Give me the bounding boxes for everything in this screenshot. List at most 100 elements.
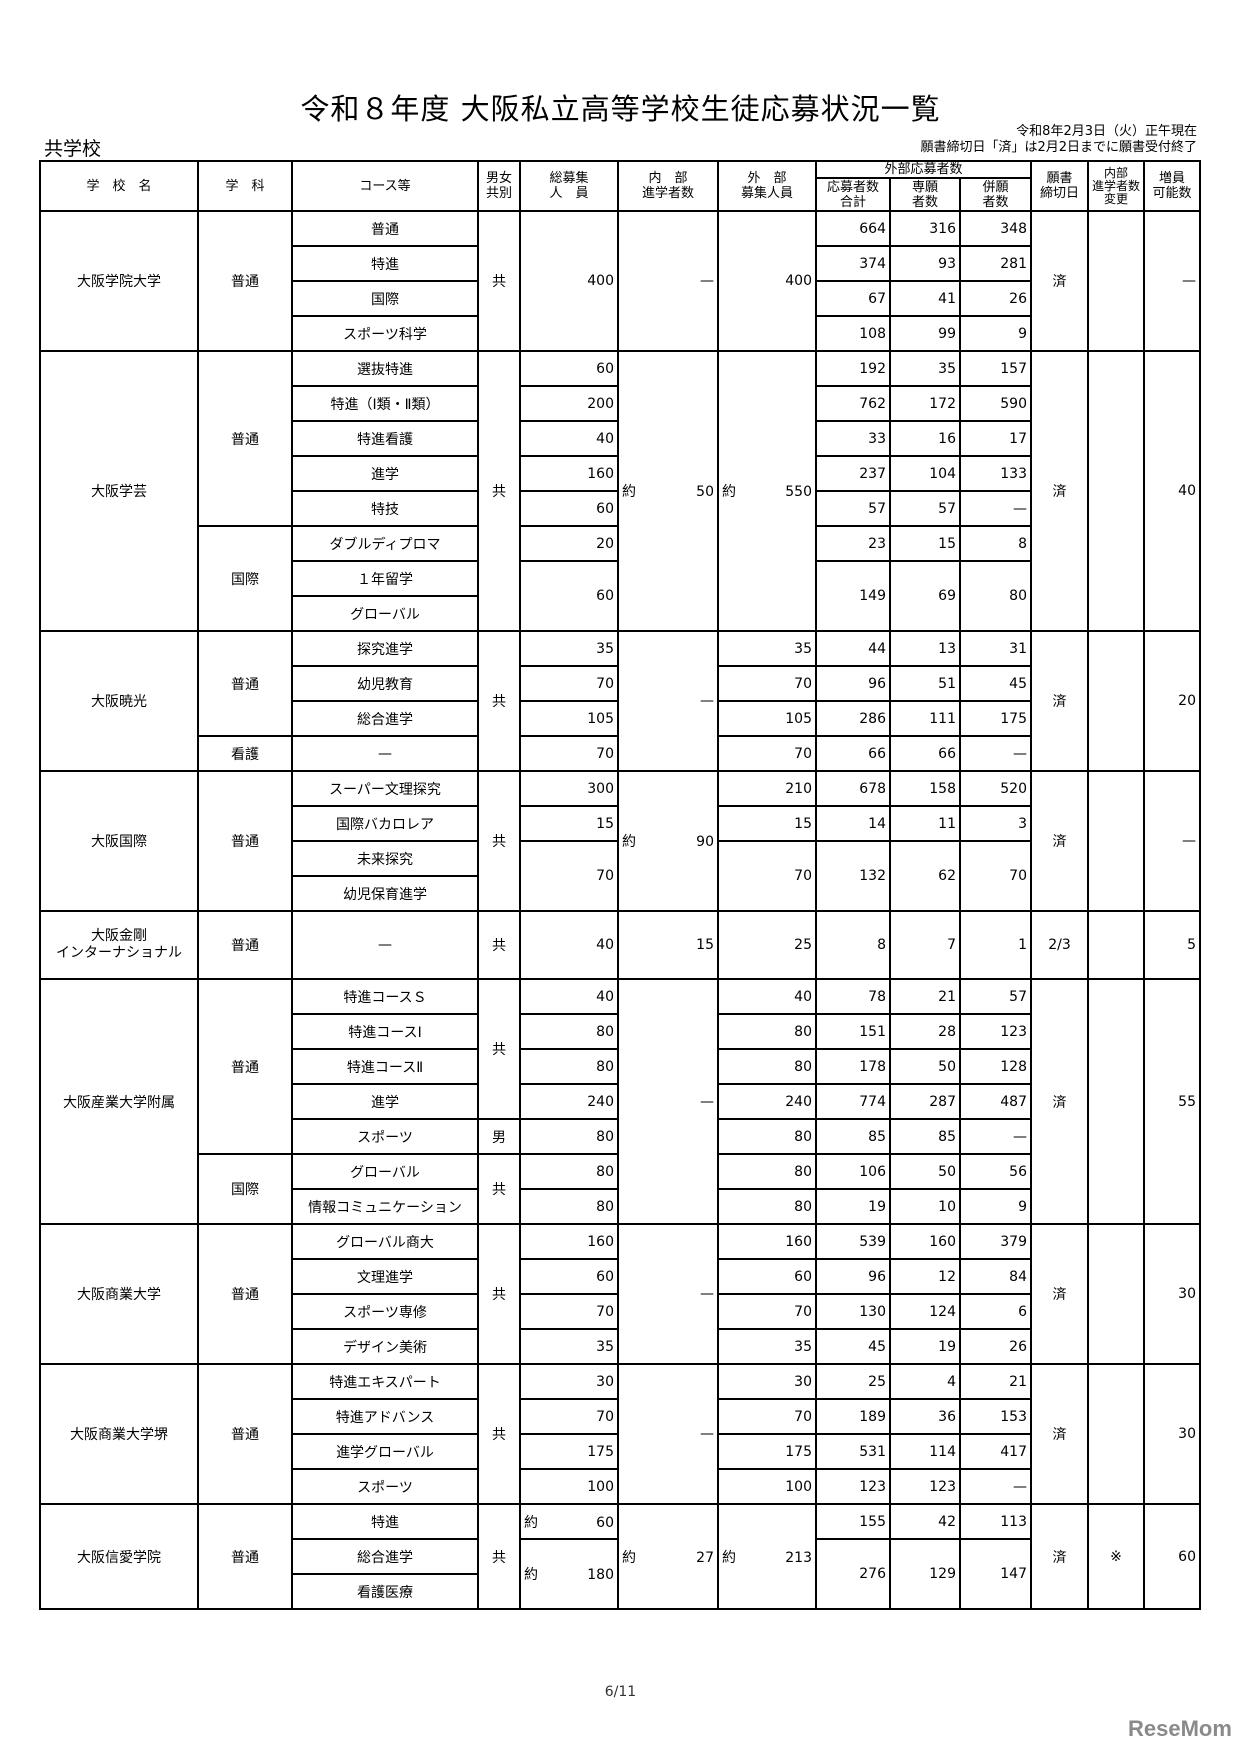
applicants-multi-cell: —: [959, 1468, 1032, 1505]
total-capacity-cell: 300: [519, 770, 619, 807]
table-row: 特進（Ⅰ類・Ⅱ類） 200 762 172 590: [40, 385, 1200, 422]
course-cell: 探究進学: [291, 630, 479, 667]
course-cell: 幼児教育: [291, 665, 479, 702]
applicants-total-cell: 374: [815, 245, 891, 282]
table-row: 進学 240 240 774 287 487: [40, 1083, 1200, 1120]
school-name-cell: 大阪学院大学: [39, 210, 199, 352]
applicants-single-cell: 42: [889, 1503, 961, 1540]
applicants-single-cell: 51: [889, 665, 961, 702]
applicants-single-cell: 13: [889, 630, 961, 667]
applicants-single-cell: 28: [889, 1013, 961, 1050]
deadline-cell: 済: [1030, 770, 1089, 912]
table-row: 進学グローバル 175 175 531 114 417: [40, 1433, 1200, 1470]
applicants-multi-cell: 17: [959, 420, 1032, 457]
external-capacity-cell: 60: [717, 1258, 817, 1295]
course-cell: —: [291, 910, 479, 980]
school-name-cell: 大阪産業大学附属: [39, 978, 199, 1225]
applicants-multi-cell: 379: [959, 1223, 1032, 1260]
applicants-total-cell: 78: [815, 978, 891, 1015]
total-capacity-cell: 80: [519, 1013, 619, 1050]
course-cell: グローバル: [291, 1153, 479, 1190]
course-cell: デザイン美術: [291, 1328, 479, 1365]
external-capacity-cell: 約 550: [717, 350, 817, 632]
school-name-cell: 大阪学芸: [39, 350, 199, 632]
external-capacity-cell: 80: [717, 1153, 817, 1190]
deadline-note: 願書締切日「済」は2月2日までに願書受付終了: [920, 140, 1197, 155]
gender-cell: 共: [477, 1363, 521, 1505]
table-row: 国際 ダブルディプロマ 20 23 15 8: [40, 525, 1200, 632]
applicants-total-cell: 762: [815, 385, 891, 422]
applicants-total-cell: 237: [815, 455, 891, 492]
total-capacity-cell: 60: [519, 560, 619, 632]
external-capacity-cell: 40: [717, 978, 817, 1015]
course-cell: 特進コースＳ: [291, 978, 479, 1015]
applicants-total-cell: 276: [815, 1538, 891, 1610]
gender-cell: 共: [477, 630, 521, 772]
applicants-single-cell: 19: [889, 1328, 961, 1365]
applicants-single-cell: 62: [889, 840, 961, 912]
applicants-single-cell: 12: [889, 1258, 961, 1295]
applicants-single-cell: 50: [889, 1153, 961, 1190]
dept-cell: 看護: [197, 735, 293, 772]
applicants-multi-cell: 123: [959, 1013, 1032, 1050]
internal-change-cell: [1087, 910, 1145, 980]
internal-change-cell: [1087, 210, 1145, 352]
table-row: 総合進学 約 180 276 129 147: [40, 1538, 1200, 1610]
applicants-single-cell: 11: [889, 805, 961, 842]
applicants-single-cell: 57: [889, 490, 961, 527]
course-cell: グローバル商大: [291, 1223, 479, 1260]
external-capacity-cell: 15: [717, 805, 817, 842]
table-row: 特技 60 57 57—: [40, 490, 1200, 527]
applicants-multi-cell: 133: [959, 455, 1032, 492]
total-capacity-cell: 15: [519, 805, 619, 842]
header-dept: 学 科: [197, 160, 293, 212]
dept-cell: 国際: [197, 1153, 293, 1225]
external-capacity-cell: 400: [717, 210, 817, 352]
course-cell: グローバル: [291, 595, 479, 632]
applicants-single-cell: 158: [889, 770, 961, 807]
total-capacity-cell: 160: [519, 455, 619, 492]
applicants-single-cell: 15: [889, 525, 961, 562]
dept-cell: 普通: [197, 1363, 293, 1505]
gender-cell: 共: [477, 1223, 521, 1365]
total-capacity-cell: 40: [519, 910, 619, 980]
total-capacity-cell: 35: [519, 1328, 619, 1365]
applicants-total-cell: 108: [815, 315, 891, 352]
internal-change-cell: ※: [1087, 1503, 1145, 1610]
header-internal-change: 内部 進学者数 変更: [1087, 160, 1145, 212]
course-cell: 特進エキスパート: [291, 1363, 479, 1400]
gender-cell: 共: [477, 978, 521, 1120]
school-name-cell: 大阪商業大学堺: [39, 1363, 199, 1505]
course-cell: 国際: [291, 280, 479, 317]
applicants-total-cell: 189: [815, 1398, 891, 1435]
resemom-logo: ReseMom: [1128, 1716, 1232, 1741]
applicants-total-cell: 664: [815, 210, 891, 247]
table-row: 幼児教育 70 70 96 51 45: [40, 665, 1200, 702]
course-cell: 特進コースⅡ: [291, 1048, 479, 1085]
table-row: 大阪学芸 普通 選抜特進共 60 約 50 約 550 192 35 157 済 40: [39, 350, 1201, 632]
total-capacity-cell: 80: [519, 1153, 619, 1190]
header-gender: 男女 共別: [477, 160, 521, 212]
external-capacity-cell: 70: [717, 665, 817, 702]
applicants-total-cell: 178: [815, 1048, 891, 1085]
table-row: 大阪国際 普通 スーパー文理探究共 300 約 90 210 678 158 520 済 —: [39, 770, 1201, 912]
applicants-single-cell: 114: [889, 1433, 961, 1470]
internal-cell: —: [617, 210, 719, 352]
header-applicants-group: 外部応募者数: [815, 160, 1032, 179]
increase-cell: 55: [1143, 978, 1201, 1225]
header-total: 総募集 人 員: [519, 160, 619, 212]
total-capacity-cell: 20: [519, 525, 619, 562]
course-cell: 看護医療: [291, 1573, 479, 1610]
applicants-multi-cell: 113: [959, 1503, 1032, 1540]
external-capacity-cell: 約 213: [717, 1503, 817, 1610]
table-row: 総合進学 105 105 286 111 175: [40, 700, 1200, 737]
table-row: 特進アドバンス 70 70 189 36 153: [40, 1398, 1200, 1435]
total-capacity-cell: 80: [519, 1048, 619, 1085]
table-row: 国際バカロレア 15 15 14 11 3: [40, 805, 1200, 842]
gender-cell: 共: [477, 770, 521, 912]
table-row: 大阪産業大学附属 普通 特進コースＳ 共 40—40 78 21 57 済 55: [39, 978, 1201, 1225]
external-capacity-cell: 70: [717, 1398, 817, 1435]
total-capacity-cell: 105: [519, 700, 619, 737]
course-cell: 特進アドバンス: [291, 1398, 479, 1435]
external-capacity-cell: 35: [717, 1328, 817, 1365]
